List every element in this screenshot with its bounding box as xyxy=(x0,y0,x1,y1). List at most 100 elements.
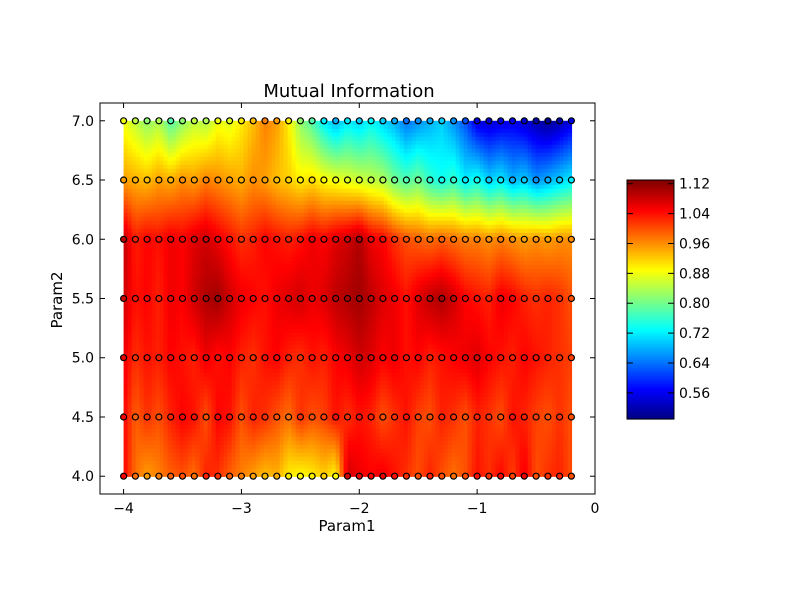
heatmap-cell xyxy=(123,184,129,190)
heatmap-cell xyxy=(303,260,309,266)
heatmap-cell xyxy=(555,164,561,170)
heatmap-cell xyxy=(275,184,281,190)
heatmap-cell xyxy=(183,240,189,246)
heatmap-cell xyxy=(527,272,533,278)
heatmap-cell xyxy=(511,268,517,274)
heatmap-cell xyxy=(423,124,429,130)
heatmap-cell xyxy=(171,244,177,250)
heatmap-cell xyxy=(231,268,237,274)
heatmap-cell xyxy=(487,172,493,178)
heatmap-cell xyxy=(551,144,557,150)
heatmap-cell xyxy=(263,264,269,270)
heatmap-cell xyxy=(163,172,169,178)
heatmap-cell xyxy=(331,232,337,238)
heatmap-cell xyxy=(423,268,429,274)
heatmap-cell xyxy=(503,252,509,258)
heatmap-cell xyxy=(339,272,345,278)
heatmap-cell xyxy=(403,148,409,154)
heatmap-cell xyxy=(395,280,401,286)
heatmap-cell xyxy=(279,176,285,182)
heatmap-cell xyxy=(255,176,261,182)
heatmap-cell xyxy=(355,240,361,246)
heatmap-cell xyxy=(539,256,545,262)
heatmap-cell xyxy=(227,256,233,262)
heatmap-cell xyxy=(179,192,185,198)
heatmap-cell xyxy=(531,216,537,222)
heatmap-cell xyxy=(271,260,277,266)
heatmap-cell xyxy=(251,132,257,138)
heatmap-cell xyxy=(231,128,237,134)
heatmap-cell xyxy=(323,184,329,190)
heatmap-cell xyxy=(395,128,401,134)
heatmap-cell xyxy=(427,200,433,206)
heatmap-cell xyxy=(567,248,573,254)
heatmap-cell xyxy=(395,264,401,270)
heatmap-cell xyxy=(255,136,261,142)
heatmap-cell xyxy=(323,144,329,150)
heatmap-cell xyxy=(367,220,373,226)
heatmap-cell xyxy=(247,288,253,294)
heatmap-cell xyxy=(343,144,349,150)
heatmap-cell xyxy=(483,136,489,142)
heatmap-cell xyxy=(559,272,565,278)
heatmap-cell xyxy=(263,128,269,134)
heatmap-cell xyxy=(303,144,309,150)
heatmap-cell xyxy=(455,228,461,234)
heatmap-cell xyxy=(275,156,281,162)
heatmap-cell xyxy=(443,288,449,294)
heatmap-cell xyxy=(255,132,261,138)
heatmap-cell xyxy=(447,200,453,206)
heatmap-cell xyxy=(275,172,281,178)
heatmap-cell xyxy=(139,136,145,142)
heatmap-cell xyxy=(507,156,513,162)
heatmap-cell xyxy=(475,276,481,282)
heatmap-cell xyxy=(523,160,529,166)
heatmap-cell xyxy=(211,156,217,162)
heatmap-cell xyxy=(563,224,569,230)
heatmap-cell xyxy=(403,128,409,134)
heatmap-cell xyxy=(323,212,329,218)
heatmap-cell xyxy=(443,160,449,166)
heatmap-cell xyxy=(411,136,417,142)
heatmap-cell xyxy=(239,272,245,278)
heatmap-cell xyxy=(375,252,381,258)
heatmap-cell xyxy=(191,128,197,134)
heatmap-cell xyxy=(455,160,461,166)
heatmap-cell xyxy=(483,224,489,230)
heatmap-cell xyxy=(547,220,553,226)
heatmap-cell xyxy=(323,252,329,258)
heatmap-cell xyxy=(327,148,333,154)
heatmap-cell xyxy=(263,208,269,214)
heatmap-cell xyxy=(187,276,193,282)
heatmap-cell xyxy=(207,264,213,270)
heatmap-cell xyxy=(383,244,389,250)
heatmap-cell xyxy=(527,264,533,270)
heatmap-cell xyxy=(447,192,453,198)
heatmap-cell xyxy=(559,156,565,162)
heatmap-cell xyxy=(271,252,277,258)
heatmap-cell xyxy=(155,280,161,286)
heatmap-cell xyxy=(275,188,281,194)
heatmap-cell xyxy=(343,164,349,170)
heatmap-cell xyxy=(415,228,421,234)
heatmap-cell xyxy=(271,164,277,170)
heatmap-cell xyxy=(287,128,293,134)
heatmap-cell xyxy=(519,204,525,210)
heatmap-cell xyxy=(211,232,217,238)
heatmap-cell xyxy=(523,156,529,162)
heatmap-cell xyxy=(535,268,541,274)
heatmap-cell xyxy=(467,184,473,190)
heatmap-cell xyxy=(531,268,537,274)
heatmap-cell xyxy=(475,124,481,130)
heatmap-cell xyxy=(279,148,285,154)
heatmap-cell xyxy=(195,168,201,174)
heatmap-cell xyxy=(539,136,545,142)
heatmap-cell xyxy=(463,228,469,234)
heatmap-cell xyxy=(379,212,385,218)
heatmap-cell xyxy=(347,156,353,162)
heatmap-cell xyxy=(135,180,141,186)
heatmap-cell xyxy=(211,284,217,290)
heatmap-cell xyxy=(175,256,181,262)
heatmap-cell xyxy=(507,284,513,290)
